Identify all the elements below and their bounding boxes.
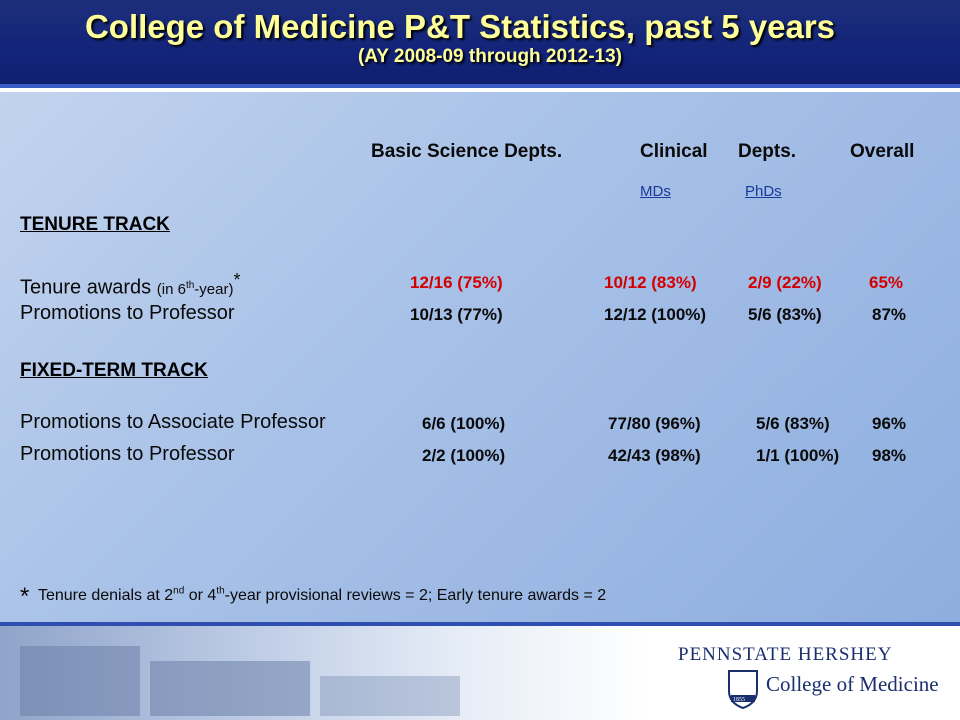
tenure-awards-note: (in 6th-year) (156, 279, 234, 298)
logo-pennstate-hershey: PENNSTATE HERSHEY (678, 644, 893, 665)
title-banner: College of Medicine P&T Statistics, past… (0, 0, 960, 88)
logo-college-of-medicine: College of Medicine (766, 672, 939, 696)
banner-rule (0, 84, 960, 88)
fixed-prom-prof-phds: 1/1 (100%) (756, 446, 840, 465)
tenure-awards-basic: 12/16 (75%) (410, 273, 503, 292)
fixed-prom-assoc-phds: 5/6 (83%) (756, 414, 830, 433)
col-clinical: Clinical (640, 141, 708, 162)
fixed-prom-assoc-label: Promotions to Associate Professor (20, 411, 326, 433)
col-overall: Overall (850, 141, 915, 162)
fixed-prom-prof-label: Promotions to Professor (20, 443, 235, 465)
fixed-prom-assoc-overall: 96% (872, 414, 907, 433)
fixed-prom-prof-basic: 2/2 (100%) (422, 446, 506, 465)
tenure-prom-prof-mds: 12/12 (100%) (604, 305, 707, 324)
tenure-awards-star: * (233, 270, 241, 290)
fixed-prom-assoc-mds: 77/80 (96%) (608, 414, 701, 433)
col-basic-science: Basic Science Depts. (371, 141, 563, 162)
col-depts: Depts. (738, 141, 797, 162)
tenure-awards-mds: 10/12 (83%) (604, 273, 697, 292)
shield-icon (728, 670, 758, 709)
page-title: College of Medicine P&T Statistics, past… (84, 8, 836, 45)
footnote-star: * (20, 583, 30, 610)
row-label-tenure-awards: Tenure awards (in 6th-year)* (20, 270, 240, 300)
logo-year: 1855 (733, 697, 745, 703)
fixed-prom-prof-overall: 98% (872, 446, 907, 465)
footer: PENNSTATE HERSHEY 1855 College of Medici… (0, 622, 960, 720)
content-area (0, 92, 960, 622)
tenure-prom-prof-phds: 5/6 (83%) (748, 305, 822, 324)
fixed-prom-assoc-basic: 6/6 (100%) (422, 414, 506, 433)
fixed-prom-prof-mds: 42/43 (98%) (608, 446, 701, 465)
tenure-awards-label: Tenure awards (20, 276, 152, 299)
col-mds: MDs (640, 183, 671, 200)
col-phds: PhDs (745, 183, 782, 200)
footnote: * Tenure denials at 2nd or 4th-year prov… (20, 583, 607, 610)
tenure-prom-prof-label: Promotions to Professor (20, 302, 235, 324)
tenure-prom-prof-overall: 87% (872, 305, 907, 324)
campus-photo (0, 626, 650, 720)
page-subtitle: (AY 2008-09 through 2012-13) (357, 46, 622, 67)
fixed-term-heading: FIXED-TERM TRACK (20, 360, 208, 381)
footer-rule (0, 622, 960, 626)
tenure-awards-overall: 65% (869, 273, 904, 292)
tenure-track-heading: TENURE TRACK (20, 214, 170, 235)
tenure-awards-phds: 2/9 (22%) (748, 273, 822, 292)
tenure-prom-prof-basic: 10/13 (77%) (410, 305, 503, 324)
